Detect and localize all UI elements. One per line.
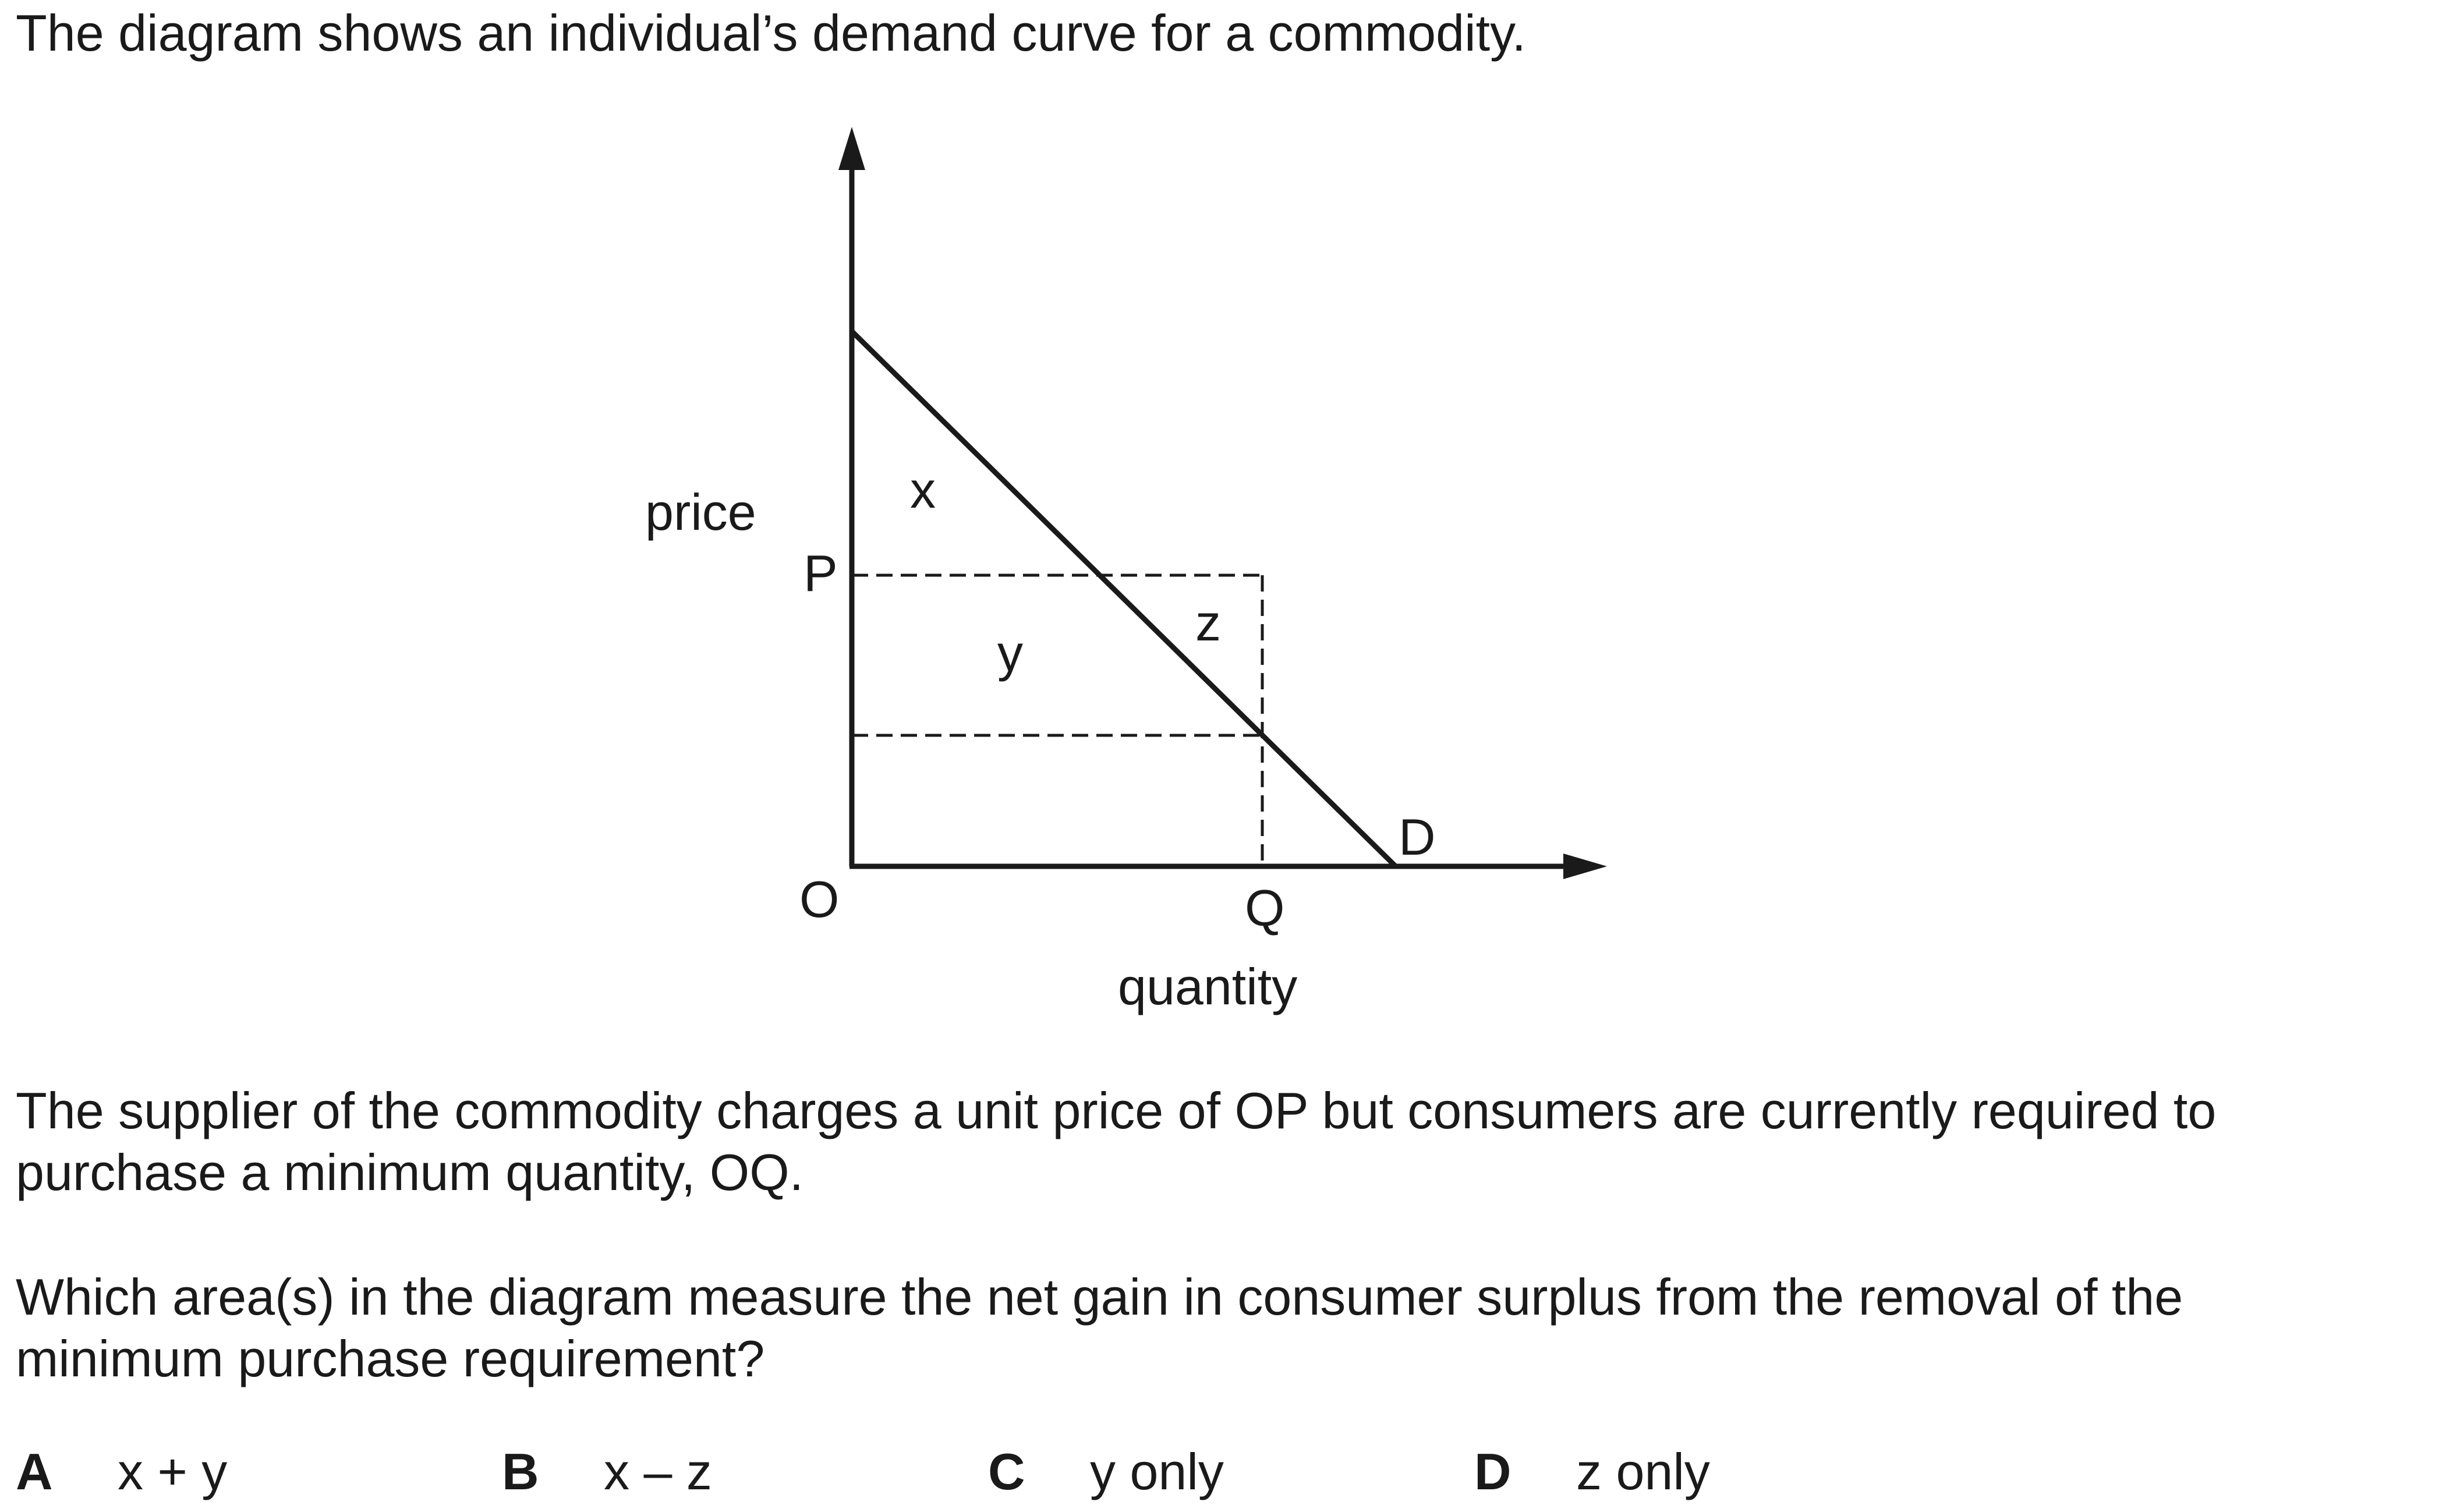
question-paragraph-2: Which area(s) in the diagram measure the… <box>16 1266 2183 1390</box>
y-axis-label: price <box>645 483 756 541</box>
area-y-label: y <box>997 624 1023 682</box>
paragraph-2-line-1: Which area(s) in the diagram measure the… <box>16 1268 2183 1326</box>
demand-curve-label: D <box>1399 808 1436 866</box>
origin-label: O <box>799 870 839 928</box>
option-c-text: y only <box>1090 1443 1224 1500</box>
option-b-text: x – z <box>604 1443 712 1500</box>
option-d-letter: D <box>1474 1443 1512 1500</box>
demand-curve <box>849 329 1398 869</box>
question-paragraph-1: The supplier of the commodity charges a … <box>16 1080 2216 1203</box>
option-b-letter: B <box>502 1443 539 1500</box>
quantity-q-label: Q <box>1245 879 1284 937</box>
paragraph-1-line-2: purchase a minimum quantity, OQ. <box>16 1143 804 1201</box>
question-intro: The diagram shows an individual’s demand… <box>16 4 1526 62</box>
quantity-axis-arrow-icon <box>1563 854 1607 879</box>
option-a-letter: A <box>16 1443 53 1500</box>
price-p-label: P <box>803 544 838 602</box>
paragraph-2-line-2: minimum purchase requirement? <box>16 1330 765 1387</box>
area-x-label: x <box>910 461 936 519</box>
option-c-letter: C <box>988 1443 1025 1500</box>
paragraph-1-line-1: The supplier of the commodity charges a … <box>16 1082 2217 1139</box>
demand-curve-diagram: price quantity O P Q D x y z <box>645 127 1607 1015</box>
option-a-text: x + y <box>118 1443 228 1500</box>
area-z-label: z <box>1195 594 1221 651</box>
price-axis-arrow-icon <box>838 127 865 170</box>
option-d-text: z only <box>1576 1443 1710 1500</box>
x-axis-label: quantity <box>1118 958 1297 1015</box>
